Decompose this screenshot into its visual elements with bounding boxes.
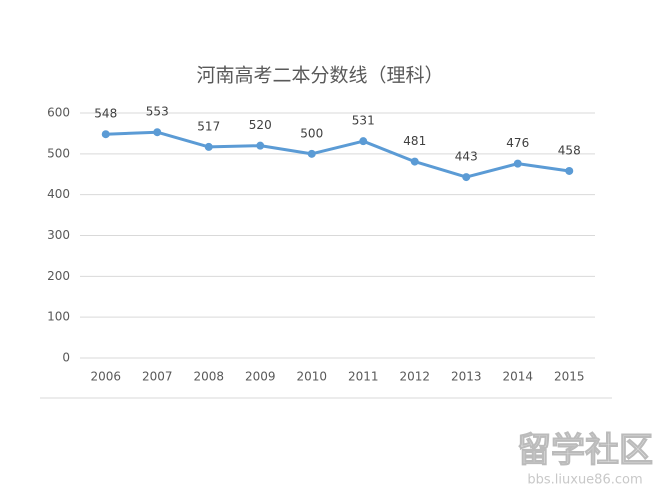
x-tick-label: 2008 (193, 370, 224, 384)
data-point (513, 159, 522, 168)
data-label: 476 (506, 136, 529, 150)
chart-title: 河南高考二本分数线（理科） (196, 65, 443, 87)
data-point (359, 137, 368, 146)
x-tick-label: 2012 (399, 370, 430, 384)
x-tick-label: 2006 (90, 370, 121, 384)
data-point (153, 128, 162, 137)
x-tick-label: 2007 (142, 370, 173, 384)
data-point (204, 142, 213, 151)
y-tick-label: 300 (47, 228, 70, 242)
y-tick-label: 500 (47, 146, 70, 160)
watermark-name: 留学社区 (517, 431, 653, 471)
data-point (565, 166, 574, 175)
data-point (410, 157, 419, 166)
data-label: 517 (197, 119, 220, 133)
data-line (105, 130, 570, 179)
x-tick-label: 2010 (296, 370, 327, 384)
data-label: 458 (558, 143, 581, 157)
x-tick-label: 2009 (245, 370, 276, 384)
data-label: 500 (300, 126, 323, 140)
y-tick-label: 200 (47, 269, 70, 283)
watermark-url: bbs.liuxue86.com (527, 473, 642, 488)
data-label: 481 (403, 134, 426, 148)
y-tick-label: 0 (62, 351, 70, 365)
data-label: 553 (146, 105, 169, 119)
x-tick-label: 2013 (451, 370, 482, 384)
data-point (307, 149, 316, 158)
data-point (462, 173, 471, 182)
x-tick-label: 2011 (348, 370, 379, 384)
y-tick-label: 100 (47, 310, 70, 324)
data-label: 520 (249, 118, 272, 132)
x-tick-label: 2014 (502, 370, 533, 384)
x-tick-label: 2015 (554, 370, 585, 384)
data-point (256, 141, 265, 150)
data-label: 548 (94, 107, 117, 121)
data-label: 531 (352, 114, 375, 128)
data-label: 443 (455, 150, 478, 164)
y-tick-label: 600 (47, 106, 70, 120)
data-point (101, 130, 110, 139)
y-tick-label: 400 (47, 187, 70, 201)
